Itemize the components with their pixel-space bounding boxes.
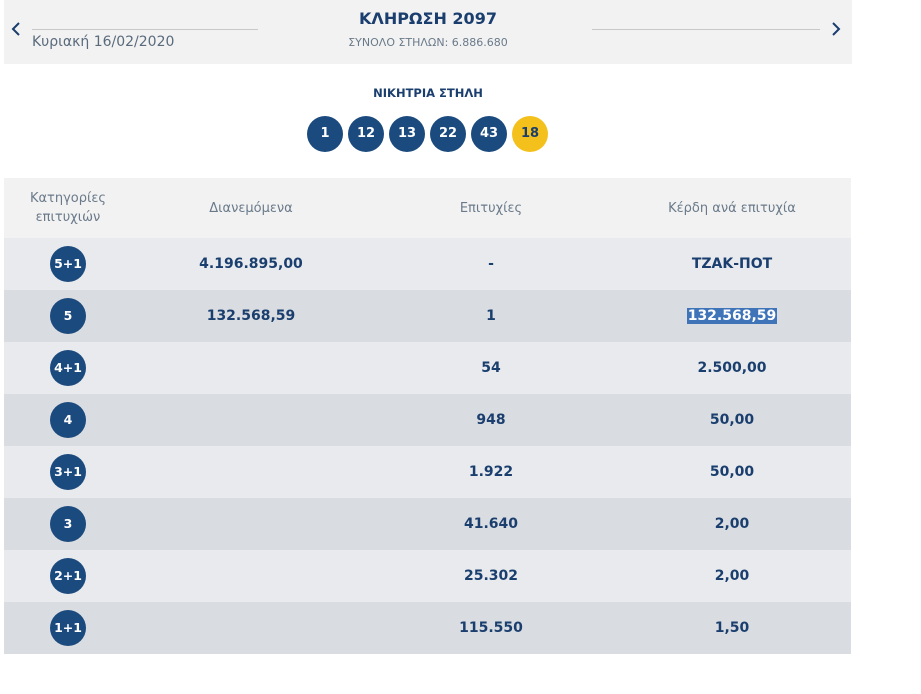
table-header: Κατηγορίες επιτυχιών Διανεμόμενα Επιτυχί… [4, 178, 851, 238]
winners-value: 25.302 [463, 568, 519, 584]
chevron-right-icon [832, 22, 841, 36]
number-ball: 13 [389, 116, 425, 152]
table-row: 3+1 1.922 50,00 [4, 446, 851, 498]
header-distributed: Διανεμόμενα [209, 200, 293, 216]
number-ball: 43 [471, 116, 507, 152]
prize-value: ΤΖΑΚ-ΠΟΤ [691, 256, 773, 272]
distributed-value [151, 342, 351, 394]
number-ball: 12 [348, 116, 384, 152]
category-badge: 4+1 [50, 350, 86, 386]
prize-table: Κατηγορίες επιτυχιών Διανεμόμενα Επιτυχί… [4, 178, 851, 654]
next-draw-button[interactable] [828, 18, 844, 40]
header-winners: Επιτυχίες [459, 200, 523, 216]
prize-value: 2,00 [714, 568, 750, 584]
distributed-value [151, 498, 351, 550]
category-badge: 5 [50, 298, 86, 334]
prize-value: 2,00 [714, 516, 750, 532]
distributed-value [151, 394, 351, 446]
table-row: 1+1 115.550 1,50 [4, 602, 851, 654]
winners-value: - [488, 256, 494, 272]
header-category-line2: επιτυχιών [35, 210, 101, 225]
table-row: 2+1 25.302 2,00 [4, 550, 851, 602]
number-ball: 22 [430, 116, 466, 152]
winners-value: 41.640 [463, 516, 519, 532]
distributed-value: 132.568,59 [206, 308, 296, 324]
header-category: Κατηγορίες επιτυχιών [8, 178, 128, 238]
prize-value: 1,50 [714, 620, 750, 636]
distributed-value [151, 602, 351, 654]
category-badge: 3 [50, 506, 86, 542]
winning-column-title: ΝΙΚΗΤΡΙΑ ΣΤΗΛΗ [373, 86, 483, 100]
prize-value: 2.500,00 [697, 360, 767, 376]
winners-value: 1 [486, 308, 496, 324]
joker-ball: 18 [512, 116, 548, 152]
winners-value: 1.922 [468, 464, 514, 480]
chevron-left-icon [11, 22, 20, 36]
header-prize: Κέρδη ανά επιτυχία [668, 200, 796, 216]
header-category-line1: Κατηγορίες [29, 191, 107, 206]
distributed-value: 4.196.895,00 [199, 256, 303, 272]
category-badge: 5+1 [50, 246, 86, 282]
winners-value: 115.550 [459, 620, 523, 636]
divider-right [592, 29, 820, 30]
table-row: 3 41.640 2,00 [4, 498, 851, 550]
table-row: 5+1 4.196.895,00 - ΤΖΑΚ-ΠΟΤ [4, 238, 851, 290]
prev-draw-button[interactable] [8, 18, 24, 40]
prize-value: 50,00 [709, 464, 755, 480]
total-columns: ΣΥΝΟΛΟ ΣΤΗΛΩΝ: 6.886.680 [348, 36, 508, 49]
category-badge: 2+1 [50, 558, 86, 594]
draw-date: Κυριακή 16/02/2020 [32, 34, 175, 50]
prize-value: 50,00 [709, 412, 755, 428]
category-badge: 3+1 [50, 454, 86, 490]
number-ball: 1 [307, 116, 343, 152]
table-row: 4+1 54 2.500,00 [4, 342, 851, 394]
prize-value-cell: 132.568,59 [632, 290, 832, 342]
category-badge: 1+1 [50, 610, 86, 646]
category-badge: 4 [50, 402, 86, 438]
selected-prize-value[interactable]: 132.568,59 [686, 308, 778, 324]
winners-value: 54 [481, 360, 501, 376]
winners-value: 948 [476, 412, 506, 428]
distributed-value [151, 550, 351, 602]
distributed-value [151, 446, 351, 498]
table-row: 5 132.568,59 1 132.568,59 [4, 290, 851, 342]
draw-header: Κυριακή 16/02/2020 ΚΛΗΡΩΣΗ 2097 ΣΥΝΟΛΟ Σ… [4, 0, 852, 64]
divider-left [32, 29, 258, 30]
table-row: 4 948 50,00 [4, 394, 851, 446]
draw-title: ΚΛΗΡΩΣΗ 2097 [359, 9, 497, 28]
